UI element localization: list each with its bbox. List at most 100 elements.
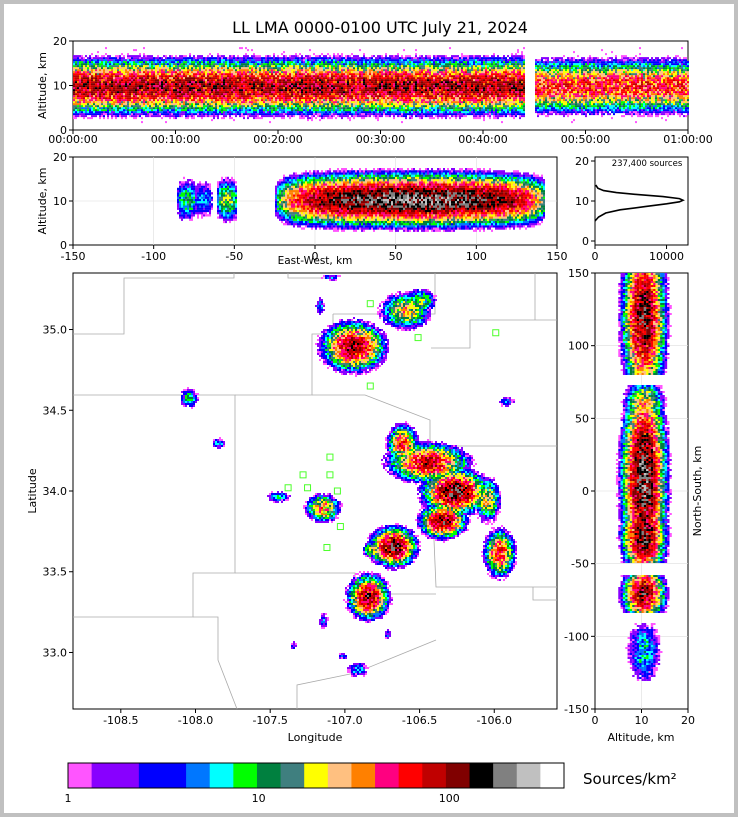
density-cell [335, 65, 337, 67]
density-cell [237, 103, 239, 105]
density-cell [149, 99, 151, 101]
density-cell [357, 109, 359, 111]
density-cell [157, 65, 159, 67]
density-cell [145, 85, 147, 87]
density-cell [133, 109, 135, 111]
density-cell [231, 99, 233, 101]
density-cell [335, 87, 337, 89]
density-cell [269, 83, 271, 85]
density-cell [351, 85, 353, 87]
density-cell [175, 57, 177, 59]
density-cell [117, 81, 119, 83]
density-cell [191, 85, 193, 87]
density-cell [235, 59, 237, 61]
density-cell [291, 69, 293, 71]
density-cell [151, 69, 153, 71]
density-cell [253, 69, 255, 71]
density-cell [239, 115, 241, 117]
density-cell [117, 93, 119, 95]
density-cell [173, 77, 175, 79]
density-cell [231, 111, 233, 113]
density-cell [367, 67, 369, 69]
density-cell [343, 69, 345, 71]
density-cell [289, 61, 291, 63]
density-cell [323, 65, 325, 67]
density-cell [289, 57, 291, 59]
density-cell [151, 71, 153, 73]
density-cell [175, 87, 177, 89]
density-cell [247, 115, 249, 117]
density-cell [391, 107, 393, 109]
density-cell [325, 109, 327, 111]
density-cell [383, 105, 385, 107]
density-cell [293, 73, 295, 75]
density-cell [311, 101, 313, 103]
density-cell [197, 75, 199, 77]
density-cell [321, 77, 323, 79]
density-cell [207, 81, 209, 83]
density-cell [75, 95, 77, 97]
density-cell [259, 55, 261, 57]
density-cell [193, 103, 195, 105]
density-cell [195, 103, 197, 105]
density-cell [327, 69, 329, 71]
density-cell [339, 87, 341, 89]
density-cell [167, 91, 169, 93]
density-cell [267, 63, 269, 65]
density-cell [175, 83, 177, 85]
density-cell [103, 103, 105, 105]
density-cell [255, 113, 257, 115]
density-cell [103, 113, 105, 115]
density-cell [129, 63, 131, 65]
density-cell [223, 111, 225, 113]
density-cell [179, 61, 181, 63]
density-cell [175, 77, 177, 79]
density-cell [317, 89, 319, 91]
density-cell [175, 97, 177, 99]
density-cell [153, 57, 155, 59]
density-cell [123, 81, 125, 83]
density-cell [313, 75, 315, 77]
density-cell [339, 63, 341, 65]
density-cell [377, 79, 379, 81]
density-cell [389, 65, 391, 67]
density-cell [349, 89, 351, 91]
density-cell [257, 109, 259, 111]
density-cell [303, 63, 305, 65]
density-cell [359, 81, 361, 83]
density-cell [239, 109, 241, 111]
density-cell [381, 63, 383, 65]
density-cell [345, 59, 347, 61]
density-cell [289, 115, 291, 117]
density-cell [133, 63, 135, 65]
density-cell [127, 113, 129, 115]
density-cell [307, 109, 309, 111]
density-cell [95, 75, 97, 77]
density-cell [299, 107, 301, 109]
density-cell [191, 63, 193, 65]
density-cell [267, 97, 269, 99]
density-cell [323, 107, 325, 109]
density-cell [353, 55, 355, 57]
density-cell [377, 87, 379, 89]
density-cell [345, 115, 347, 117]
density-cell [265, 99, 267, 101]
density-cell [275, 67, 277, 69]
density-cell [389, 113, 391, 115]
density-cell [333, 57, 335, 59]
density-cell [227, 59, 229, 61]
density-cell [301, 63, 303, 65]
density-cell [123, 57, 125, 59]
density-cell [151, 95, 153, 97]
density-cell [295, 63, 297, 65]
density-cell [201, 69, 203, 71]
density-cell [101, 55, 103, 57]
density-cell [265, 71, 267, 73]
density-cell [231, 97, 233, 99]
density-cell [79, 109, 81, 111]
density-cell [141, 97, 143, 99]
density-cell [117, 113, 119, 115]
density-cell [273, 53, 275, 55]
density-cell [75, 107, 77, 109]
density-cell [247, 109, 249, 111]
